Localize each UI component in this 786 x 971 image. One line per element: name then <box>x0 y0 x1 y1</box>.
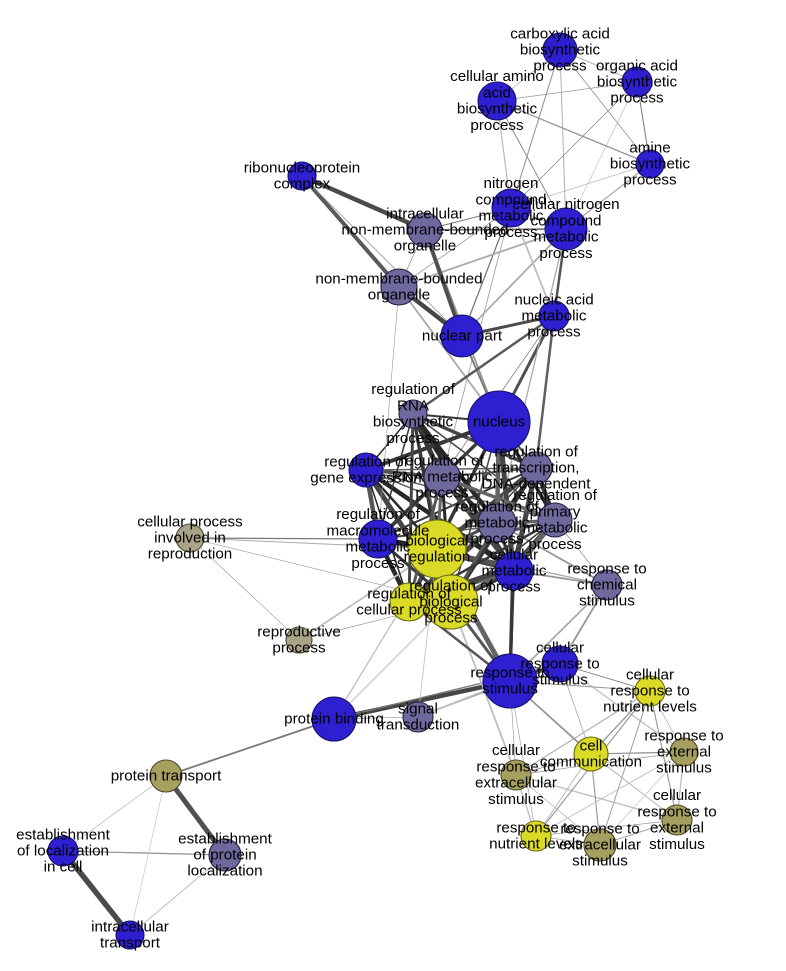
svg-text:protein binding: protein binding <box>284 711 384 728</box>
svg-text:nuclear part: nuclear part <box>422 328 503 345</box>
svg-text:protein transport: protein transport <box>111 768 222 785</box>
svg-text:nucleus: nucleus <box>473 414 526 431</box>
